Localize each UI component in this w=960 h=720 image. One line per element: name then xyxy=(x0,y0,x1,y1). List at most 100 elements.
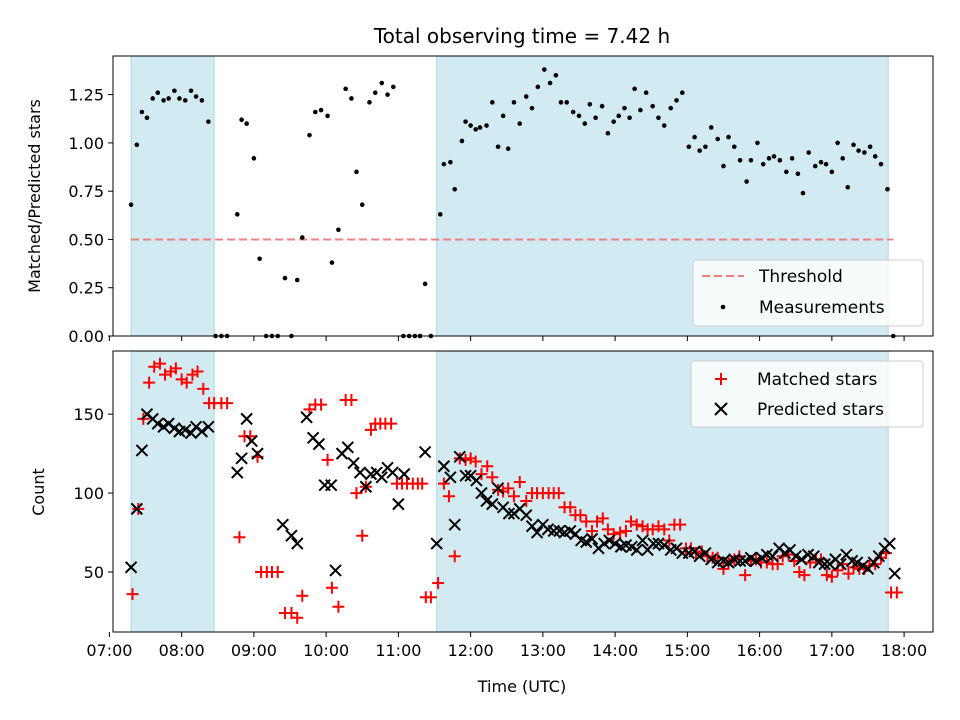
predicted-star-point xyxy=(520,508,533,522)
matched-star-point xyxy=(332,600,345,613)
predicted-star-point xyxy=(240,412,253,426)
predicted-star-point xyxy=(418,445,432,459)
matched-star-point xyxy=(233,531,246,544)
matched-star-point xyxy=(291,611,304,624)
top-legend: Threshold Measurements xyxy=(692,259,924,327)
matched-star-point xyxy=(481,460,494,473)
matched-star-point xyxy=(619,524,632,537)
y-tick-label: 0.50 xyxy=(68,230,104,249)
predicted-star-point xyxy=(430,537,443,550)
measurement-point xyxy=(732,144,737,150)
measurement-point xyxy=(437,212,443,217)
measurement-point xyxy=(611,119,616,124)
measurement-point xyxy=(367,100,372,105)
matched-star-point xyxy=(552,487,565,500)
matched-star-point xyxy=(296,589,309,602)
predicted-star-point xyxy=(276,518,289,531)
measurement-point xyxy=(161,98,166,103)
matched-star-point xyxy=(271,566,284,579)
measurement-point xyxy=(777,157,783,163)
predicted-star-point xyxy=(834,557,847,571)
predicted-star-point xyxy=(470,474,483,487)
measurement-point xyxy=(391,84,396,90)
measurement-point xyxy=(605,130,611,136)
measurement-point xyxy=(862,150,867,155)
measurement-point xyxy=(517,121,523,126)
measurement-point xyxy=(755,140,760,146)
legend-predicted-label: Predicted stars xyxy=(757,400,884,420)
measurement-point xyxy=(359,202,365,207)
measurement-point xyxy=(134,142,140,148)
matched-star-point xyxy=(596,512,609,525)
predicted-star-point xyxy=(658,538,671,552)
measurement-point xyxy=(632,86,637,92)
measurements-points xyxy=(128,67,896,339)
measurement-point xyxy=(715,136,721,142)
measurement-point xyxy=(872,154,878,159)
predicted-star-point xyxy=(480,494,493,508)
matched-star-point xyxy=(513,476,526,489)
measurement-point xyxy=(818,159,824,165)
predicted-star-point xyxy=(437,460,451,473)
measurement-point xyxy=(576,113,582,119)
measurement-point xyxy=(587,101,593,107)
measurement-point xyxy=(349,96,354,101)
measurement-point xyxy=(282,275,288,281)
measurement-point xyxy=(656,115,661,121)
measurement-point xyxy=(564,100,570,105)
legend-predicted-swatch xyxy=(714,402,728,416)
measurement-point xyxy=(234,212,240,217)
x-tick-label: 09:00 xyxy=(231,641,277,660)
measurement-point xyxy=(489,100,495,105)
measurement-point xyxy=(182,98,188,103)
matched-star-point xyxy=(321,453,334,466)
measurement-point xyxy=(638,107,643,113)
predicted-star-point xyxy=(486,497,499,511)
predicted-star-point xyxy=(693,550,706,563)
measurement-point xyxy=(558,100,564,105)
measurement-point xyxy=(643,90,649,95)
matched-star-point xyxy=(385,417,398,430)
y-tick-label: 100 xyxy=(73,484,104,503)
predicted-star-point xyxy=(888,567,901,580)
measurement-point xyxy=(726,134,731,140)
matched-star-point xyxy=(315,398,328,411)
measurement-point xyxy=(840,156,845,161)
y-tick-label: 0.75 xyxy=(68,182,104,201)
matched-star-point xyxy=(432,577,445,590)
measurement-point xyxy=(177,96,182,101)
predicted-star-point xyxy=(195,425,209,438)
predicted-star-point xyxy=(151,417,165,430)
bottom-x-ticks: 07:00 08:00 09:00 10:00 11:00 12:00 13:00 14:00… xyxy=(86,632,927,660)
measurement-point xyxy=(448,159,453,165)
measurement-point xyxy=(318,107,324,113)
y-tick-label: 0.00 xyxy=(68,327,104,346)
matched-star-point xyxy=(453,452,466,465)
measurement-point xyxy=(385,92,390,97)
matched-star-point xyxy=(492,483,505,496)
predicted-star-point xyxy=(580,535,593,549)
measurement-point xyxy=(422,281,428,287)
matched-star-point xyxy=(350,487,363,500)
predicted-star-point xyxy=(245,434,258,448)
predicted-star-point xyxy=(789,550,802,563)
measurement-point xyxy=(542,67,547,72)
figure-title: Total observing time = 7.42 h xyxy=(373,24,670,48)
predicted-star-point xyxy=(630,543,643,557)
measurement-point xyxy=(128,202,134,207)
measurement-point xyxy=(582,121,588,126)
predicted-star-point xyxy=(202,420,215,433)
predicted-star-point xyxy=(608,537,622,550)
predicted-star-point xyxy=(324,478,338,492)
y-tick-label: 50 xyxy=(84,563,104,582)
matched-star-point xyxy=(424,591,437,604)
matched-star-point xyxy=(325,581,338,594)
matched-star-point xyxy=(717,562,730,575)
predicted-star-point xyxy=(444,471,457,484)
x-tick-label: 14:00 xyxy=(592,641,638,660)
measurement-point xyxy=(172,88,177,94)
predicted-star-point xyxy=(386,466,399,479)
measurement-point xyxy=(441,161,447,167)
measurement-point xyxy=(500,113,506,119)
predicted-stars-points xyxy=(124,407,901,580)
